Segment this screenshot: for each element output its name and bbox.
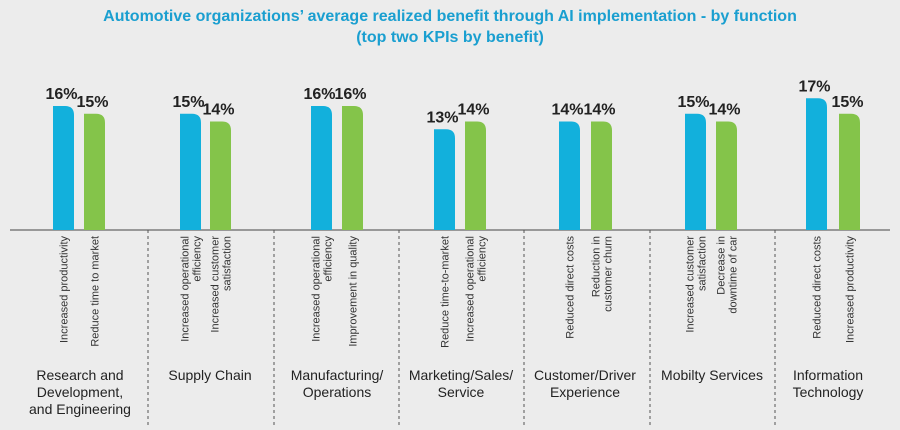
kpi-label-line: efficiency bbox=[477, 236, 489, 282]
function-label-line: Experience bbox=[550, 384, 620, 400]
function-label-line: Technology bbox=[793, 384, 864, 400]
kpi-label: Increased productivity bbox=[59, 236, 71, 343]
function-label: Research and Development, and Engineering bbox=[29, 367, 131, 417]
chart-subtitle: (top two KPIs by benefit) bbox=[356, 29, 544, 46]
kpi-label-line: Reduce time-to-market bbox=[440, 236, 452, 348]
function-label: Mobilty Services bbox=[661, 367, 763, 383]
bar bbox=[839, 113, 860, 230]
bar-value-label: 14% bbox=[551, 102, 583, 119]
bar bbox=[53, 106, 74, 230]
bar-value-label: 15% bbox=[76, 94, 108, 111]
kpi-label: Reduced direct costs bbox=[812, 236, 824, 339]
kpi-label: Reduction incustomer churn bbox=[591, 236, 615, 312]
function-label-line: and Engineering bbox=[29, 401, 131, 417]
kpi-label: Improvement in quality bbox=[348, 236, 360, 347]
kpi-label-line: downtime of car bbox=[728, 236, 740, 314]
bar-value-label: 14% bbox=[583, 102, 615, 119]
chart-title: Automotive organizations’ average realiz… bbox=[0, 6, 900, 48]
function-label: Manufacturing/Operations bbox=[291, 367, 384, 400]
bar-value-label: 14% bbox=[457, 102, 489, 119]
bar-value-label: 14% bbox=[708, 102, 740, 119]
function-label-line: Operations bbox=[303, 384, 371, 400]
kpi-label-line: satisfaction bbox=[222, 236, 234, 291]
kpi-label: Reduced direct costs bbox=[565, 236, 577, 339]
bar-value-label: 17% bbox=[798, 78, 830, 95]
function-label-line: Information bbox=[793, 367, 863, 383]
kpi-label: Reduce time-to-market bbox=[440, 236, 452, 348]
function-label-line: Manufacturing/ bbox=[291, 367, 384, 383]
kpi-label-line: Reduced direct costs bbox=[812, 236, 824, 339]
kpi-label-line: Reduction in bbox=[591, 236, 603, 297]
function-label-line: Mobilty Services bbox=[661, 367, 763, 383]
kpi-label: Increased operationalefficiency bbox=[311, 236, 335, 342]
kpi-label-line: customer churn bbox=[603, 236, 615, 312]
function-label-line: Customer/Driver bbox=[534, 367, 636, 383]
kpi-label-line: efficiency bbox=[323, 236, 335, 282]
kpi-label: Increased operationalefficiency bbox=[465, 236, 489, 342]
kpi-label-line: efficiency bbox=[192, 236, 204, 282]
bar bbox=[84, 113, 105, 230]
kpi-label-line: Increased operational bbox=[465, 236, 477, 342]
kpi-label-line: Increased productivity bbox=[845, 236, 857, 343]
kpi-label: Decrease indowntime of car bbox=[716, 236, 740, 314]
function-label-line: Supply Chain bbox=[168, 367, 251, 383]
bar bbox=[716, 121, 737, 230]
kpi-label-line: Improvement in quality bbox=[348, 236, 360, 347]
kpi-label-line: Reduced direct costs bbox=[565, 236, 577, 339]
bar-value-label: 16% bbox=[334, 86, 366, 103]
kpi-label-line: Increased customer bbox=[685, 236, 697, 333]
function-label-line: Development, bbox=[37, 384, 123, 400]
kpi-label-line: Increased operational bbox=[311, 236, 323, 342]
function-label-line: Marketing/Sales/ bbox=[409, 367, 513, 383]
bar-value-label: 14% bbox=[202, 102, 234, 119]
bar-value-label: 15% bbox=[677, 94, 709, 111]
kpi-label-line: Increased customer bbox=[210, 236, 222, 333]
function-label-line: Service bbox=[438, 384, 485, 400]
function-label-line: Research and bbox=[36, 367, 123, 383]
bar bbox=[685, 113, 706, 230]
kpi-label: Increased operationalefficiency bbox=[180, 236, 204, 342]
bar-value-label: 13% bbox=[426, 109, 458, 126]
kpi-label-line: Increased productivity bbox=[59, 236, 71, 343]
bar-value-label: 15% bbox=[831, 94, 863, 111]
bar bbox=[806, 98, 827, 230]
kpi-label-line: Decrease in bbox=[716, 236, 728, 295]
bar bbox=[180, 113, 201, 230]
bar-value-label: 16% bbox=[303, 86, 335, 103]
kpi-label-line: Increased operational bbox=[180, 236, 192, 342]
bar-value-label: 16% bbox=[45, 86, 77, 103]
bar bbox=[342, 106, 363, 230]
function-label: Information Technology bbox=[793, 367, 864, 400]
bar bbox=[465, 121, 486, 230]
chart-title-main: Automotive organizations’ average realiz… bbox=[103, 8, 797, 25]
function-label: Supply Chain bbox=[168, 367, 251, 383]
kpi-label: Reduce time to market bbox=[90, 236, 102, 347]
function-label: Marketing/Sales/Service bbox=[409, 367, 513, 400]
bar bbox=[434, 129, 455, 230]
bar-value-label: 15% bbox=[172, 94, 204, 111]
function-label: Customer/Driver Experience bbox=[534, 367, 636, 400]
bar bbox=[591, 121, 612, 230]
bar bbox=[311, 106, 332, 230]
bar bbox=[559, 121, 580, 230]
kpi-label: Increased customersatisfaction bbox=[210, 236, 234, 333]
kpi-label: Increased productivity bbox=[845, 236, 857, 343]
kpi-label: Increased customersatisfaction bbox=[685, 236, 709, 333]
bar bbox=[210, 121, 231, 230]
kpi-label-line: Reduce time to market bbox=[90, 236, 102, 347]
kpi-label-line: satisfaction bbox=[697, 236, 709, 291]
